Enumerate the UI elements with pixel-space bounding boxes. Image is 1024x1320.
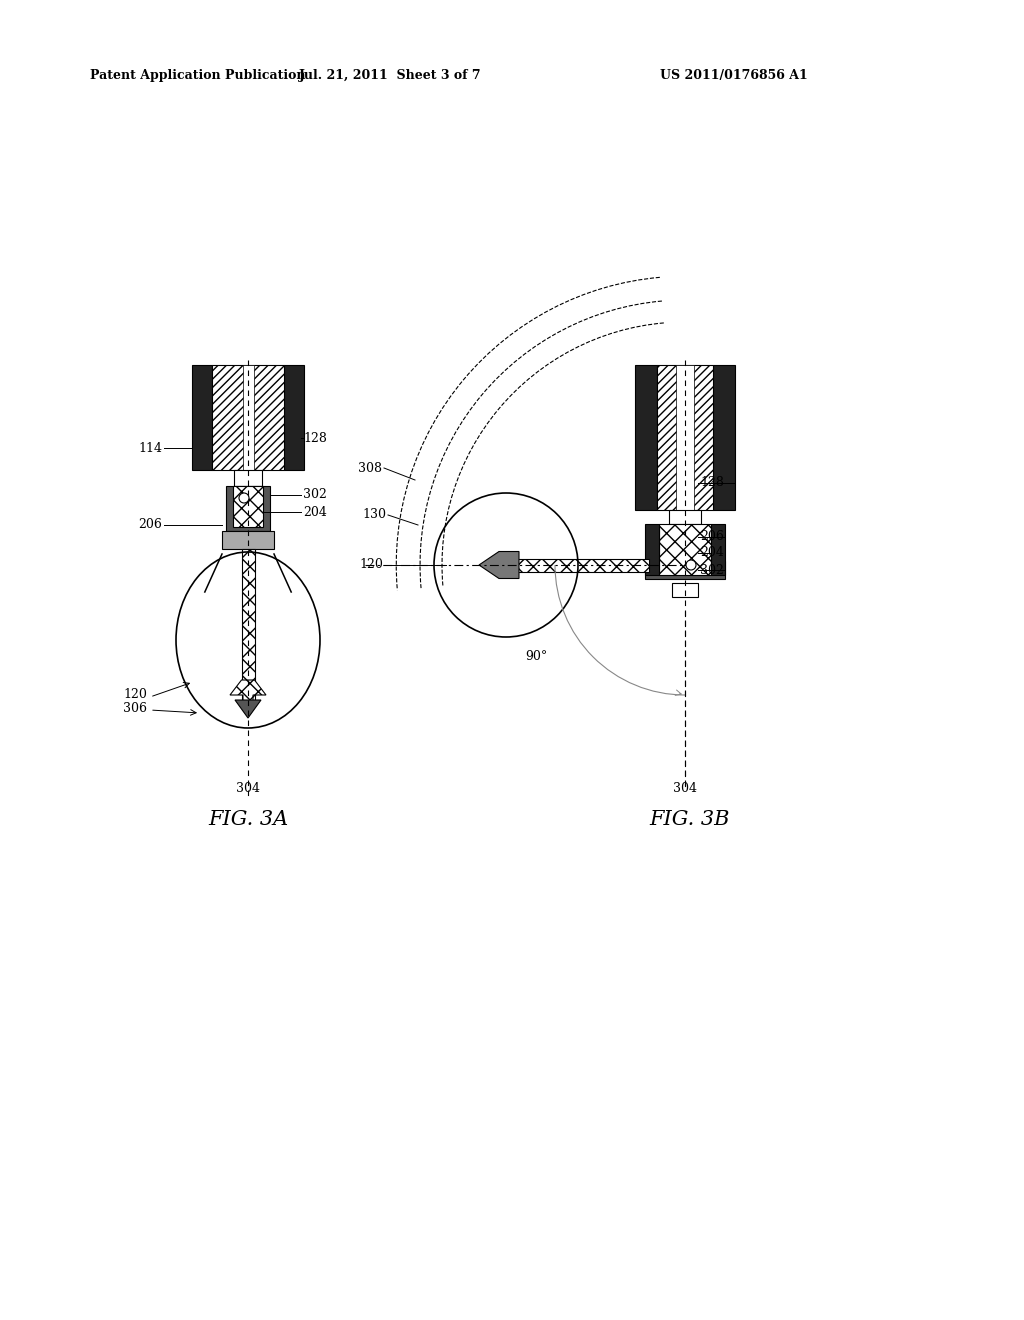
Bar (222, 531, 274, 549)
Text: 306: 306 (123, 701, 147, 714)
Text: 90°: 90° (525, 649, 547, 663)
Bar (226, 486, 270, 531)
Text: Patent Application Publication: Patent Application Publication (90, 69, 305, 82)
Text: 304: 304 (673, 781, 697, 795)
Text: US 2011/0176856 A1: US 2011/0176856 A1 (660, 69, 808, 82)
Text: FIG. 3A: FIG. 3A (208, 810, 288, 829)
Polygon shape (234, 700, 261, 718)
Bar (676, 366, 694, 510)
Bar (659, 524, 711, 576)
Bar (243, 366, 254, 470)
Text: 204: 204 (700, 546, 724, 560)
Text: 206: 206 (138, 519, 162, 532)
Bar (234, 470, 262, 486)
Text: 206: 206 (700, 531, 724, 544)
Bar (645, 524, 659, 576)
Bar (713, 366, 735, 510)
Bar (645, 561, 725, 579)
Text: 302: 302 (700, 564, 724, 577)
Text: 128: 128 (303, 432, 327, 445)
Bar (499, 558, 649, 572)
Bar (669, 510, 701, 524)
Text: 308: 308 (358, 462, 382, 474)
Text: Jul. 21, 2011  Sheet 3 of 7: Jul. 21, 2011 Sheet 3 of 7 (299, 69, 481, 82)
Text: 304: 304 (236, 781, 260, 795)
Bar (657, 366, 713, 510)
Bar (635, 366, 657, 510)
Text: FIG. 3B: FIG. 3B (650, 810, 730, 829)
Text: 120: 120 (123, 689, 147, 701)
Text: 204: 204 (303, 506, 327, 519)
Text: 114: 114 (138, 441, 162, 454)
Bar (284, 366, 304, 470)
Text: 128: 128 (700, 477, 724, 490)
Circle shape (686, 560, 696, 570)
Text: 130: 130 (362, 508, 386, 521)
Polygon shape (479, 552, 519, 578)
Circle shape (239, 492, 249, 503)
Polygon shape (230, 680, 266, 710)
Bar (193, 366, 212, 470)
Bar (242, 549, 255, 700)
Bar (212, 366, 284, 470)
Text: 302: 302 (303, 488, 327, 502)
Bar (711, 524, 725, 576)
Bar (672, 583, 698, 597)
Text: 120: 120 (359, 558, 383, 572)
Bar (233, 486, 263, 527)
